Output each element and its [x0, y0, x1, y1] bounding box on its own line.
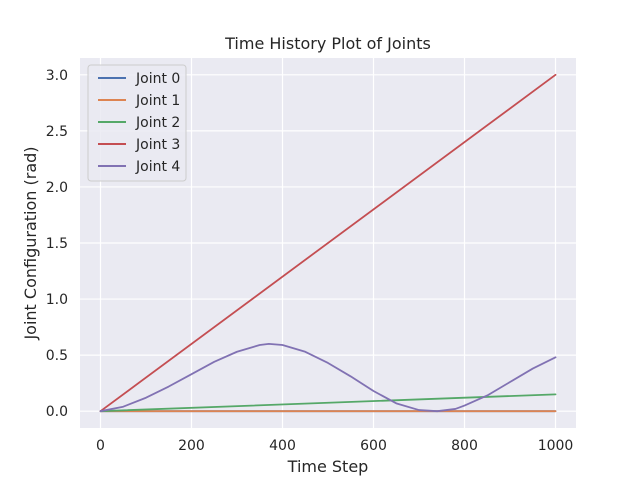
y-tick-label: 2.0: [46, 180, 68, 196]
legend-label: Joint 0: [135, 71, 180, 87]
x-tick-label: 600: [360, 438, 387, 454]
series-line-joint-3: [99, 73, 557, 413]
x-tick-label: 0: [96, 438, 105, 454]
x-tick-label: 200: [178, 438, 205, 454]
y-tick-label: 0.0: [46, 404, 68, 420]
series-line-joint-2: [99, 393, 557, 413]
y-tick-label: 3.0: [46, 68, 68, 84]
y-axis-label: Joint Configuration (rad): [21, 146, 40, 340]
legend-label: Joint 2: [135, 115, 180, 131]
legend-box: [87, 64, 187, 182]
legend-label: Joint 3: [135, 137, 180, 153]
y-tick-label: 1.5: [46, 236, 68, 252]
legend-label: Joint 1: [135, 93, 180, 109]
y-tick-label: 0.5: [46, 348, 68, 364]
legend: Joint 0 Joint 1 Joint 2 Joint 3 Joint 4: [87, 64, 187, 182]
y-tick-label: 2.5: [46, 124, 68, 140]
tick-labels: 0 200 400 600 800 1000 0.0 0.5 1.0 1.5 2.0 2.5 3.0: [46, 68, 574, 454]
legend-label: Joint 4: [135, 159, 180, 175]
series-lines: [99, 73, 557, 413]
x-axis-label: Time Step: [287, 457, 369, 476]
chart-title: Time History Plot of Joints: [224, 34, 431, 53]
y-tick-label: 1.0: [46, 292, 68, 308]
x-tick-label: 400: [269, 438, 296, 454]
x-tick-label: 800: [451, 438, 478, 454]
series-line-joint-4: [99, 343, 557, 413]
x-tick-label: 1000: [538, 438, 574, 454]
